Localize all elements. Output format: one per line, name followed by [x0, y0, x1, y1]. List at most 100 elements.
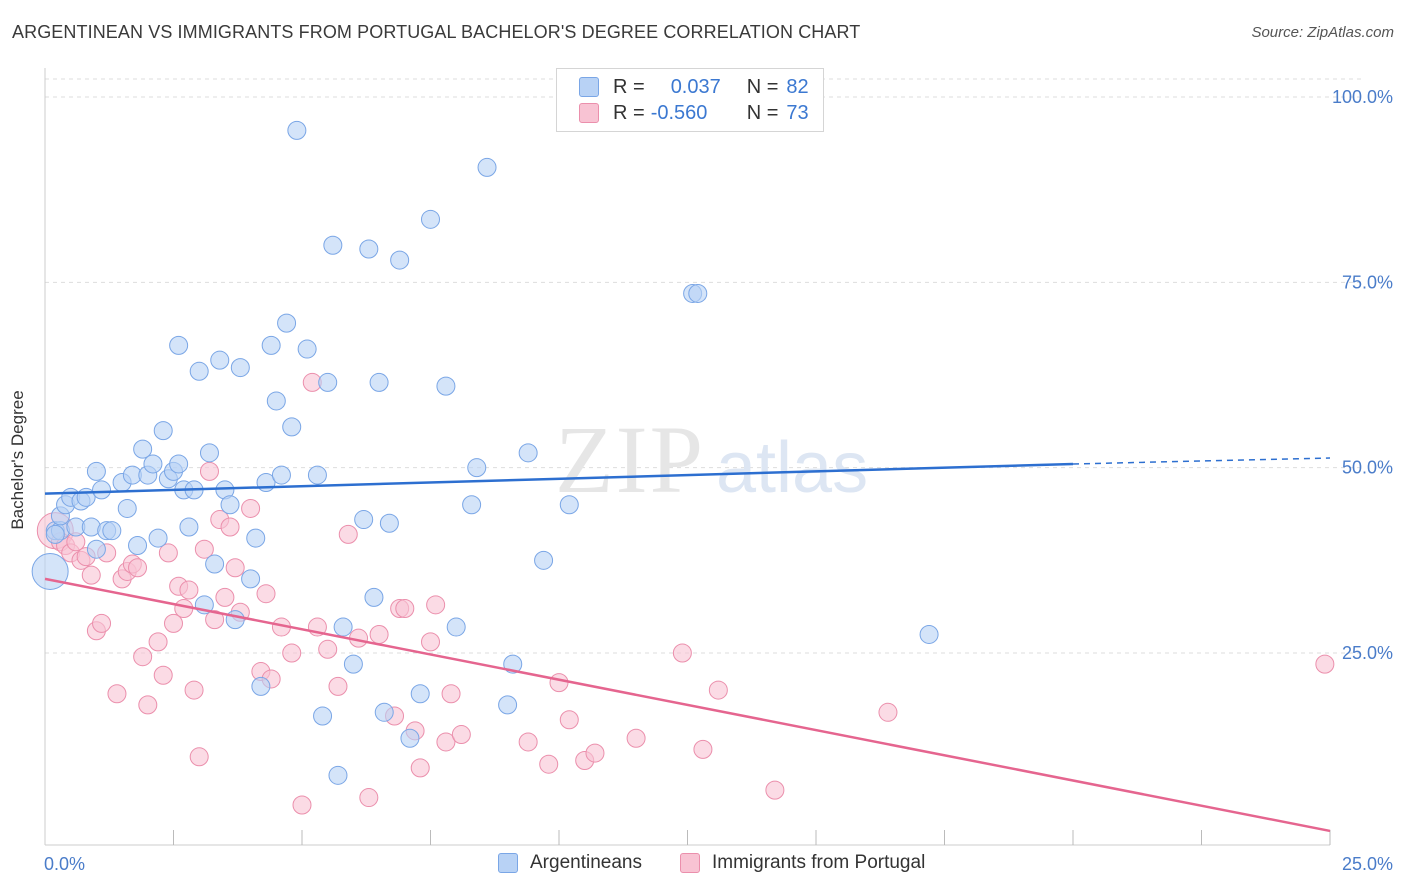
point-argentineans [287, 120, 307, 140]
point-argentineans [390, 250, 410, 270]
point-portugal [194, 539, 214, 559]
watermark-atlas: atlas [716, 428, 868, 508]
point-portugal [559, 710, 579, 730]
point-portugal [148, 632, 168, 652]
point-argentineans [210, 350, 230, 370]
point-argentineans [86, 461, 106, 481]
point-argentineans [462, 495, 482, 515]
point-portugal [107, 684, 127, 704]
point-argentineans [421, 209, 440, 229]
point-argentineans [117, 498, 137, 518]
point-argentineans [436, 376, 456, 396]
point-portugal [189, 747, 209, 767]
point-portugal [292, 795, 312, 815]
point-argentineans [328, 765, 348, 785]
trend-line-argentineans [44, 462, 1074, 495]
point-argentineans [333, 617, 353, 637]
x-tick-label: 0.0% [44, 854, 85, 874]
legend-n-value: 82 [786, 75, 809, 98]
point-portugal [81, 565, 101, 585]
point-argentineans [143, 454, 163, 474]
point-portugal [765, 780, 785, 800]
point-portugal [436, 732, 456, 752]
legend-item-argentineans[interactable]: Argentineans [498, 852, 642, 874]
point-portugal [282, 643, 302, 663]
point-argentineans [359, 239, 379, 259]
point-argentineans [266, 391, 286, 411]
point-argentineans [498, 695, 518, 715]
point-portugal [164, 613, 183, 633]
point-portugal [395, 599, 415, 619]
legend-swatch-blue [498, 853, 518, 873]
point-argentineans [153, 421, 173, 441]
point-argentineans [148, 528, 168, 548]
legend-label-argentineans: Argentineans [530, 852, 642, 873]
legend-r-label: R = [613, 101, 645, 124]
point-argentineans [282, 417, 302, 437]
point-argentineans [410, 684, 430, 704]
watermark-zip: ZIP [555, 406, 705, 513]
point-argentineans [133, 439, 153, 459]
y-tick-label: 100.0% [1332, 87, 1393, 107]
point-portugal [451, 725, 471, 745]
point-argentineans [379, 513, 399, 533]
point-portugal [426, 595, 446, 615]
trend-line-argentineans-dashed [1072, 457, 1331, 465]
point-argentineans [169, 335, 189, 355]
trend-line-portugal [44, 577, 1331, 833]
point-argentineans [369, 372, 389, 392]
point-portugal [318, 639, 338, 659]
tick-label-layer: 100.0% 75.0% 50.0% 25.0% 0.0% 25.0% [44, 87, 1393, 874]
point-argentineans [343, 654, 363, 674]
point-portugal [158, 543, 178, 563]
point-portugal [184, 680, 204, 700]
point-argentineans [246, 528, 266, 548]
point-argentineans [271, 465, 291, 485]
point-argentineans [128, 536, 148, 556]
point-argentineans [323, 235, 343, 255]
legend-item-portugal[interactable]: Immigrants from Portugal [680, 852, 925, 874]
point-argentineans [241, 569, 261, 589]
legend-row-portugal: R = -0.560 N = 73 [579, 101, 809, 125]
point-argentineans [374, 702, 394, 722]
point-argentineans [199, 443, 219, 463]
legend-r-value: 0.037 [670, 75, 721, 98]
point-portugal [92, 613, 112, 633]
y-axis-label: Bachelor's Degree [8, 390, 27, 530]
point-argentineans [477, 157, 497, 177]
point-argentineans [251, 676, 271, 696]
point-argentineans [307, 465, 327, 485]
point-portugal [256, 584, 276, 604]
point-portugal [215, 587, 235, 607]
chart-title: ARGENTINEAN VS IMMIGRANTS FROM PORTUGAL … [12, 22, 861, 42]
point-argentineans [446, 617, 466, 637]
point-portugal [138, 695, 158, 715]
series-legend: Argentineans Immigrants from Portugal [0, 852, 1406, 878]
point-portugal [539, 754, 559, 774]
point-argentineans [102, 521, 122, 541]
point-portugal [128, 558, 148, 578]
point-portugal [359, 788, 379, 808]
point-argentineans [86, 539, 106, 559]
point-argentineans [261, 335, 281, 355]
legend-swatch-blue [579, 77, 599, 97]
point-portugal [369, 624, 389, 644]
point-argentineans [467, 458, 487, 478]
y-tick-label: 50.0% [1342, 458, 1393, 478]
source-attribution: Source: ZipAtlas.com [1251, 24, 1394, 41]
point-portugal [328, 676, 348, 696]
point-argentineans [534, 550, 554, 570]
point-argentineans [31, 552, 69, 590]
legend-n-label: N = [746, 101, 779, 124]
point-argentineans [179, 517, 199, 537]
point-argentineans [205, 554, 225, 574]
legend-swatch-pink [680, 853, 700, 873]
legend-swatch-pink [579, 103, 599, 123]
point-portugal [626, 728, 646, 748]
point-portugal [225, 558, 245, 578]
legend-label-portugal: Immigrants from Portugal [712, 852, 926, 873]
legend-row-argentineans: R = 0.037 N = 82 [579, 75, 809, 99]
point-portugal [672, 643, 692, 663]
point-portugal [878, 702, 898, 722]
